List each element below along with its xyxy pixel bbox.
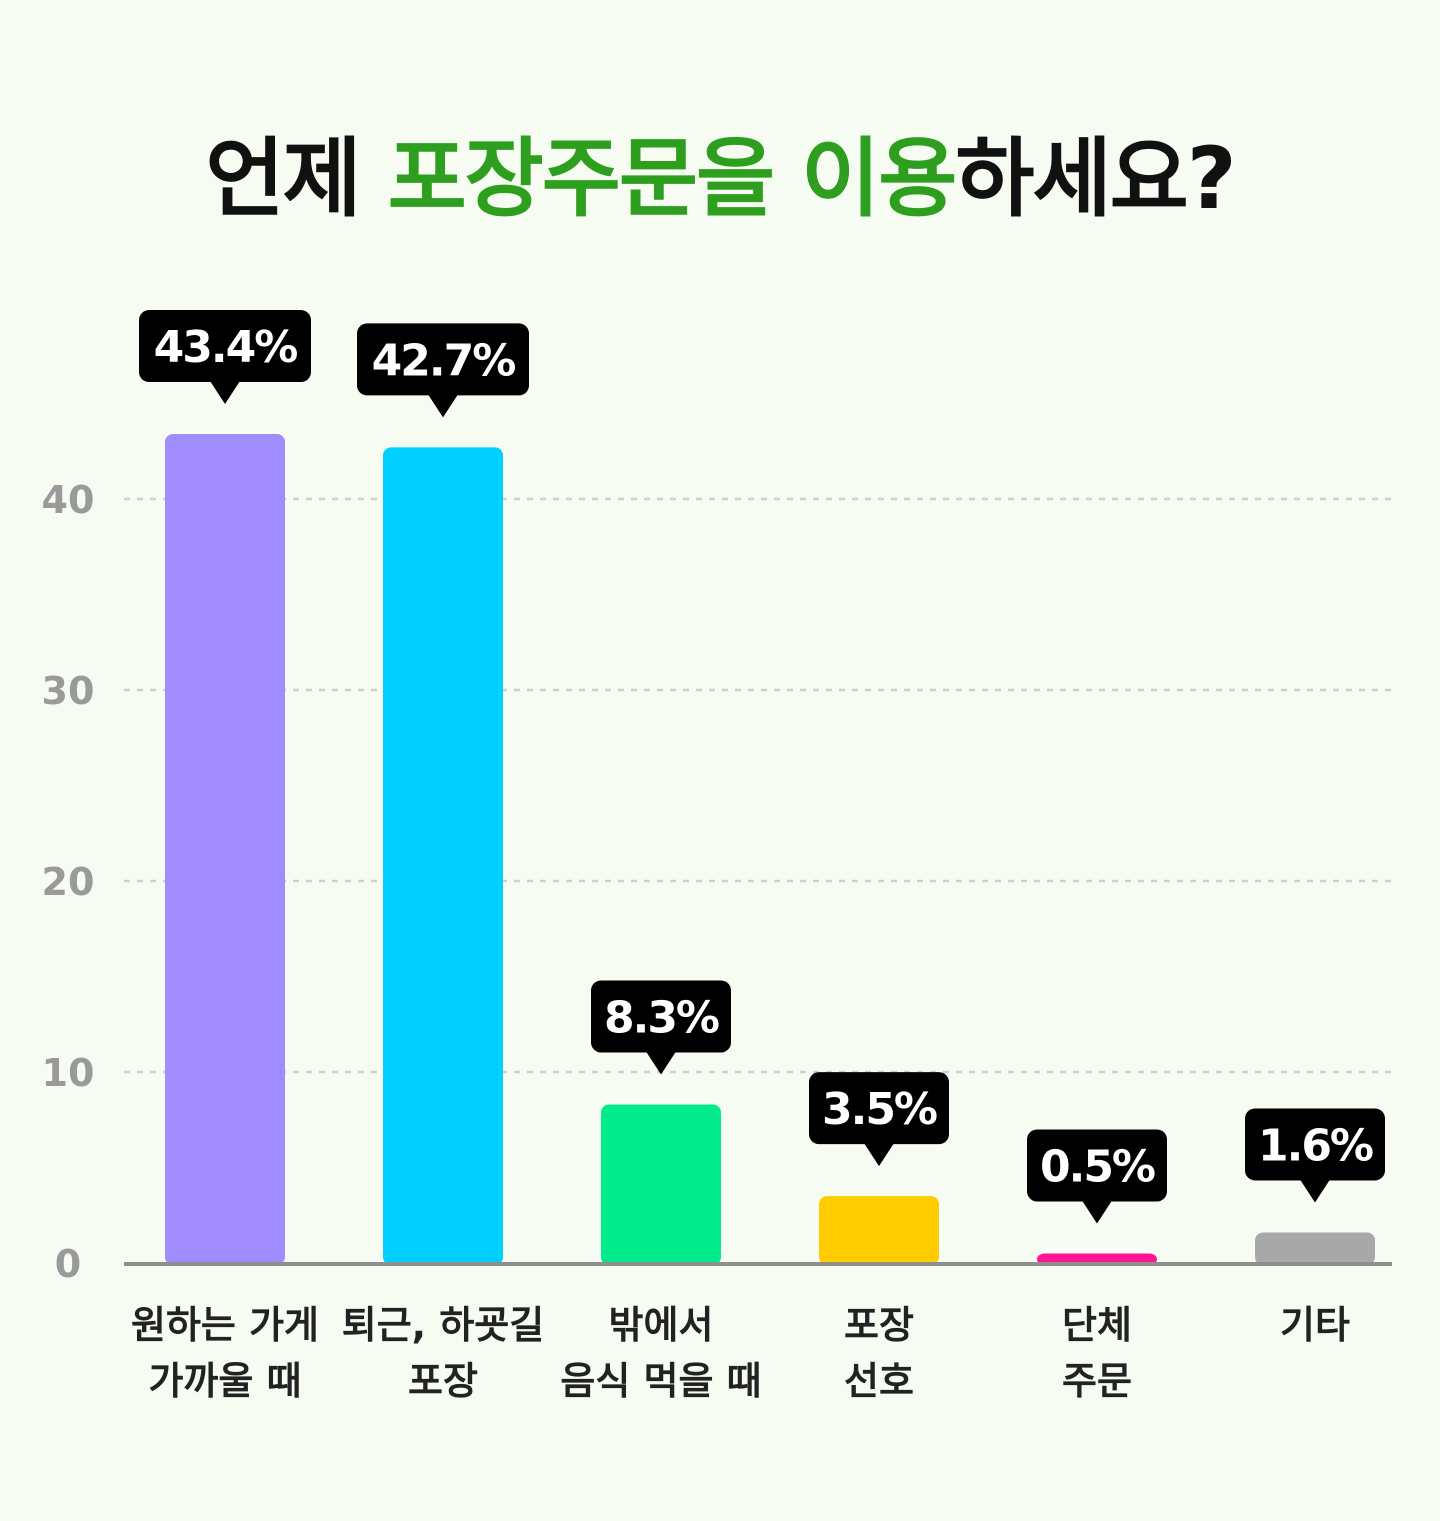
value-label-2: 42.7% bbox=[372, 335, 516, 386]
title-part-5: 하세요? bbox=[955, 129, 1236, 229]
value-bubble-pointer-1 bbox=[210, 381, 240, 405]
value-bubble-6: 1.6% bbox=[1245, 1108, 1385, 1203]
value-label-5: 0.5% bbox=[1040, 1141, 1155, 1192]
value-label-3: 8.3% bbox=[604, 992, 719, 1043]
y-tick-label-40: 40 bbox=[42, 478, 95, 522]
title-highlight-takeout-order: 포장주문을 bbox=[387, 129, 776, 229]
bar-6 bbox=[1255, 1232, 1375, 1265]
value-bubble-box-4 bbox=[809, 1072, 949, 1145]
y-tick-label-0: 0 bbox=[55, 1242, 81, 1286]
value-bubble-1: 43.4% bbox=[139, 310, 311, 405]
y-tick-label-30: 30 bbox=[42, 669, 95, 713]
value-bubble-3: 8.3% bbox=[591, 980, 731, 1075]
category-label-3-line-2: 음식 먹을 때 bbox=[560, 1359, 761, 1403]
y-tick-label-20: 20 bbox=[42, 860, 95, 904]
value-label-1: 43.4% bbox=[154, 322, 298, 373]
category-label-4-line-1: 포장 bbox=[844, 1303, 914, 1347]
category-label-3-line-1: 밖에서 bbox=[609, 1303, 714, 1347]
value-bubble-4: 3.5% bbox=[809, 1072, 949, 1167]
category-label-1-line-1: 원하는 가게 bbox=[131, 1303, 319, 1347]
value-bubble-pointer-4 bbox=[864, 1143, 894, 1167]
value-bubble-box-1 bbox=[139, 310, 311, 383]
category-label-2-line-1: 퇴근, 하굣길 bbox=[342, 1303, 544, 1347]
category-label-2-line-2: 포장 bbox=[408, 1359, 478, 1403]
value-bubble-5: 0.5% bbox=[1027, 1129, 1167, 1224]
bar-1 bbox=[165, 434, 285, 1265]
category-label-4-line-2: 선호 bbox=[844, 1359, 914, 1403]
bar-2 bbox=[383, 447, 503, 1265]
value-bubble-box-6 bbox=[1245, 1108, 1385, 1181]
value-bubble-box-3 bbox=[591, 980, 731, 1053]
value-bubble-2: 42.7% bbox=[357, 323, 529, 418]
value-bubble-pointer-3 bbox=[646, 1051, 676, 1075]
value-bubble-pointer-2 bbox=[428, 394, 458, 418]
title-highlight-use: 이용 bbox=[801, 129, 957, 229]
value-bubble-pointer-5 bbox=[1082, 1200, 1112, 1224]
category-label-5-line-2: 주문 bbox=[1062, 1359, 1132, 1403]
value-bubble-pointer-6 bbox=[1300, 1179, 1330, 1203]
category-label-5-line-1: 단체 bbox=[1062, 1303, 1132, 1347]
value-label-6: 1.6% bbox=[1258, 1120, 1373, 1171]
category-label-1-line-2: 가까울 때 bbox=[148, 1359, 301, 1403]
value-bubble-box-2 bbox=[357, 323, 529, 396]
value-label-4: 3.5% bbox=[822, 1084, 937, 1135]
y-tick-label-10: 10 bbox=[42, 1051, 95, 1095]
title-part-1: 언제 bbox=[205, 129, 388, 229]
bar-4 bbox=[819, 1196, 939, 1265]
value-bubble-box-5 bbox=[1027, 1129, 1167, 1202]
category-label-6-line-1: 기타 bbox=[1280, 1303, 1350, 1347]
chart-title: 언제 포장주문을 이용하세요? bbox=[0, 108, 1440, 233]
bar-3 bbox=[601, 1104, 721, 1265]
